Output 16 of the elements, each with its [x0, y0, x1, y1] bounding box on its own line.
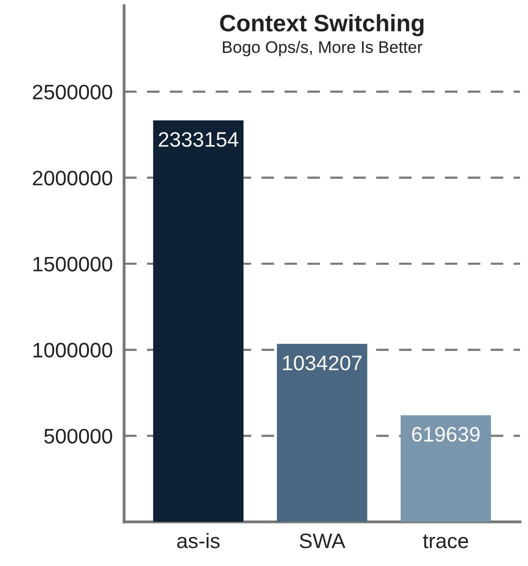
y-tick-label: 2500000	[32, 84, 112, 100]
chart-title: Context Switching	[220, 14, 424, 36]
bar	[400, 415, 491, 522]
y-tick-label: 2000000	[32, 170, 112, 186]
bar	[153, 120, 244, 522]
y-tick-label: 500000	[44, 428, 112, 444]
x-tick-label: SWA	[300, 534, 346, 548]
y-tick-label: 1500000	[33, 256, 112, 272]
text: Bogo Ops/s, More Is Better	[222, 40, 422, 56]
x-tick-label: as-is	[177, 532, 220, 548]
y-tick-label: 1000000	[33, 342, 112, 358]
data-label: 2333154	[158, 132, 238, 147]
bar	[276, 344, 368, 522]
x-tick-label: trace	[422, 534, 468, 548]
data-label: 1034207	[283, 356, 362, 370]
data-label: 619639	[412, 426, 480, 442]
